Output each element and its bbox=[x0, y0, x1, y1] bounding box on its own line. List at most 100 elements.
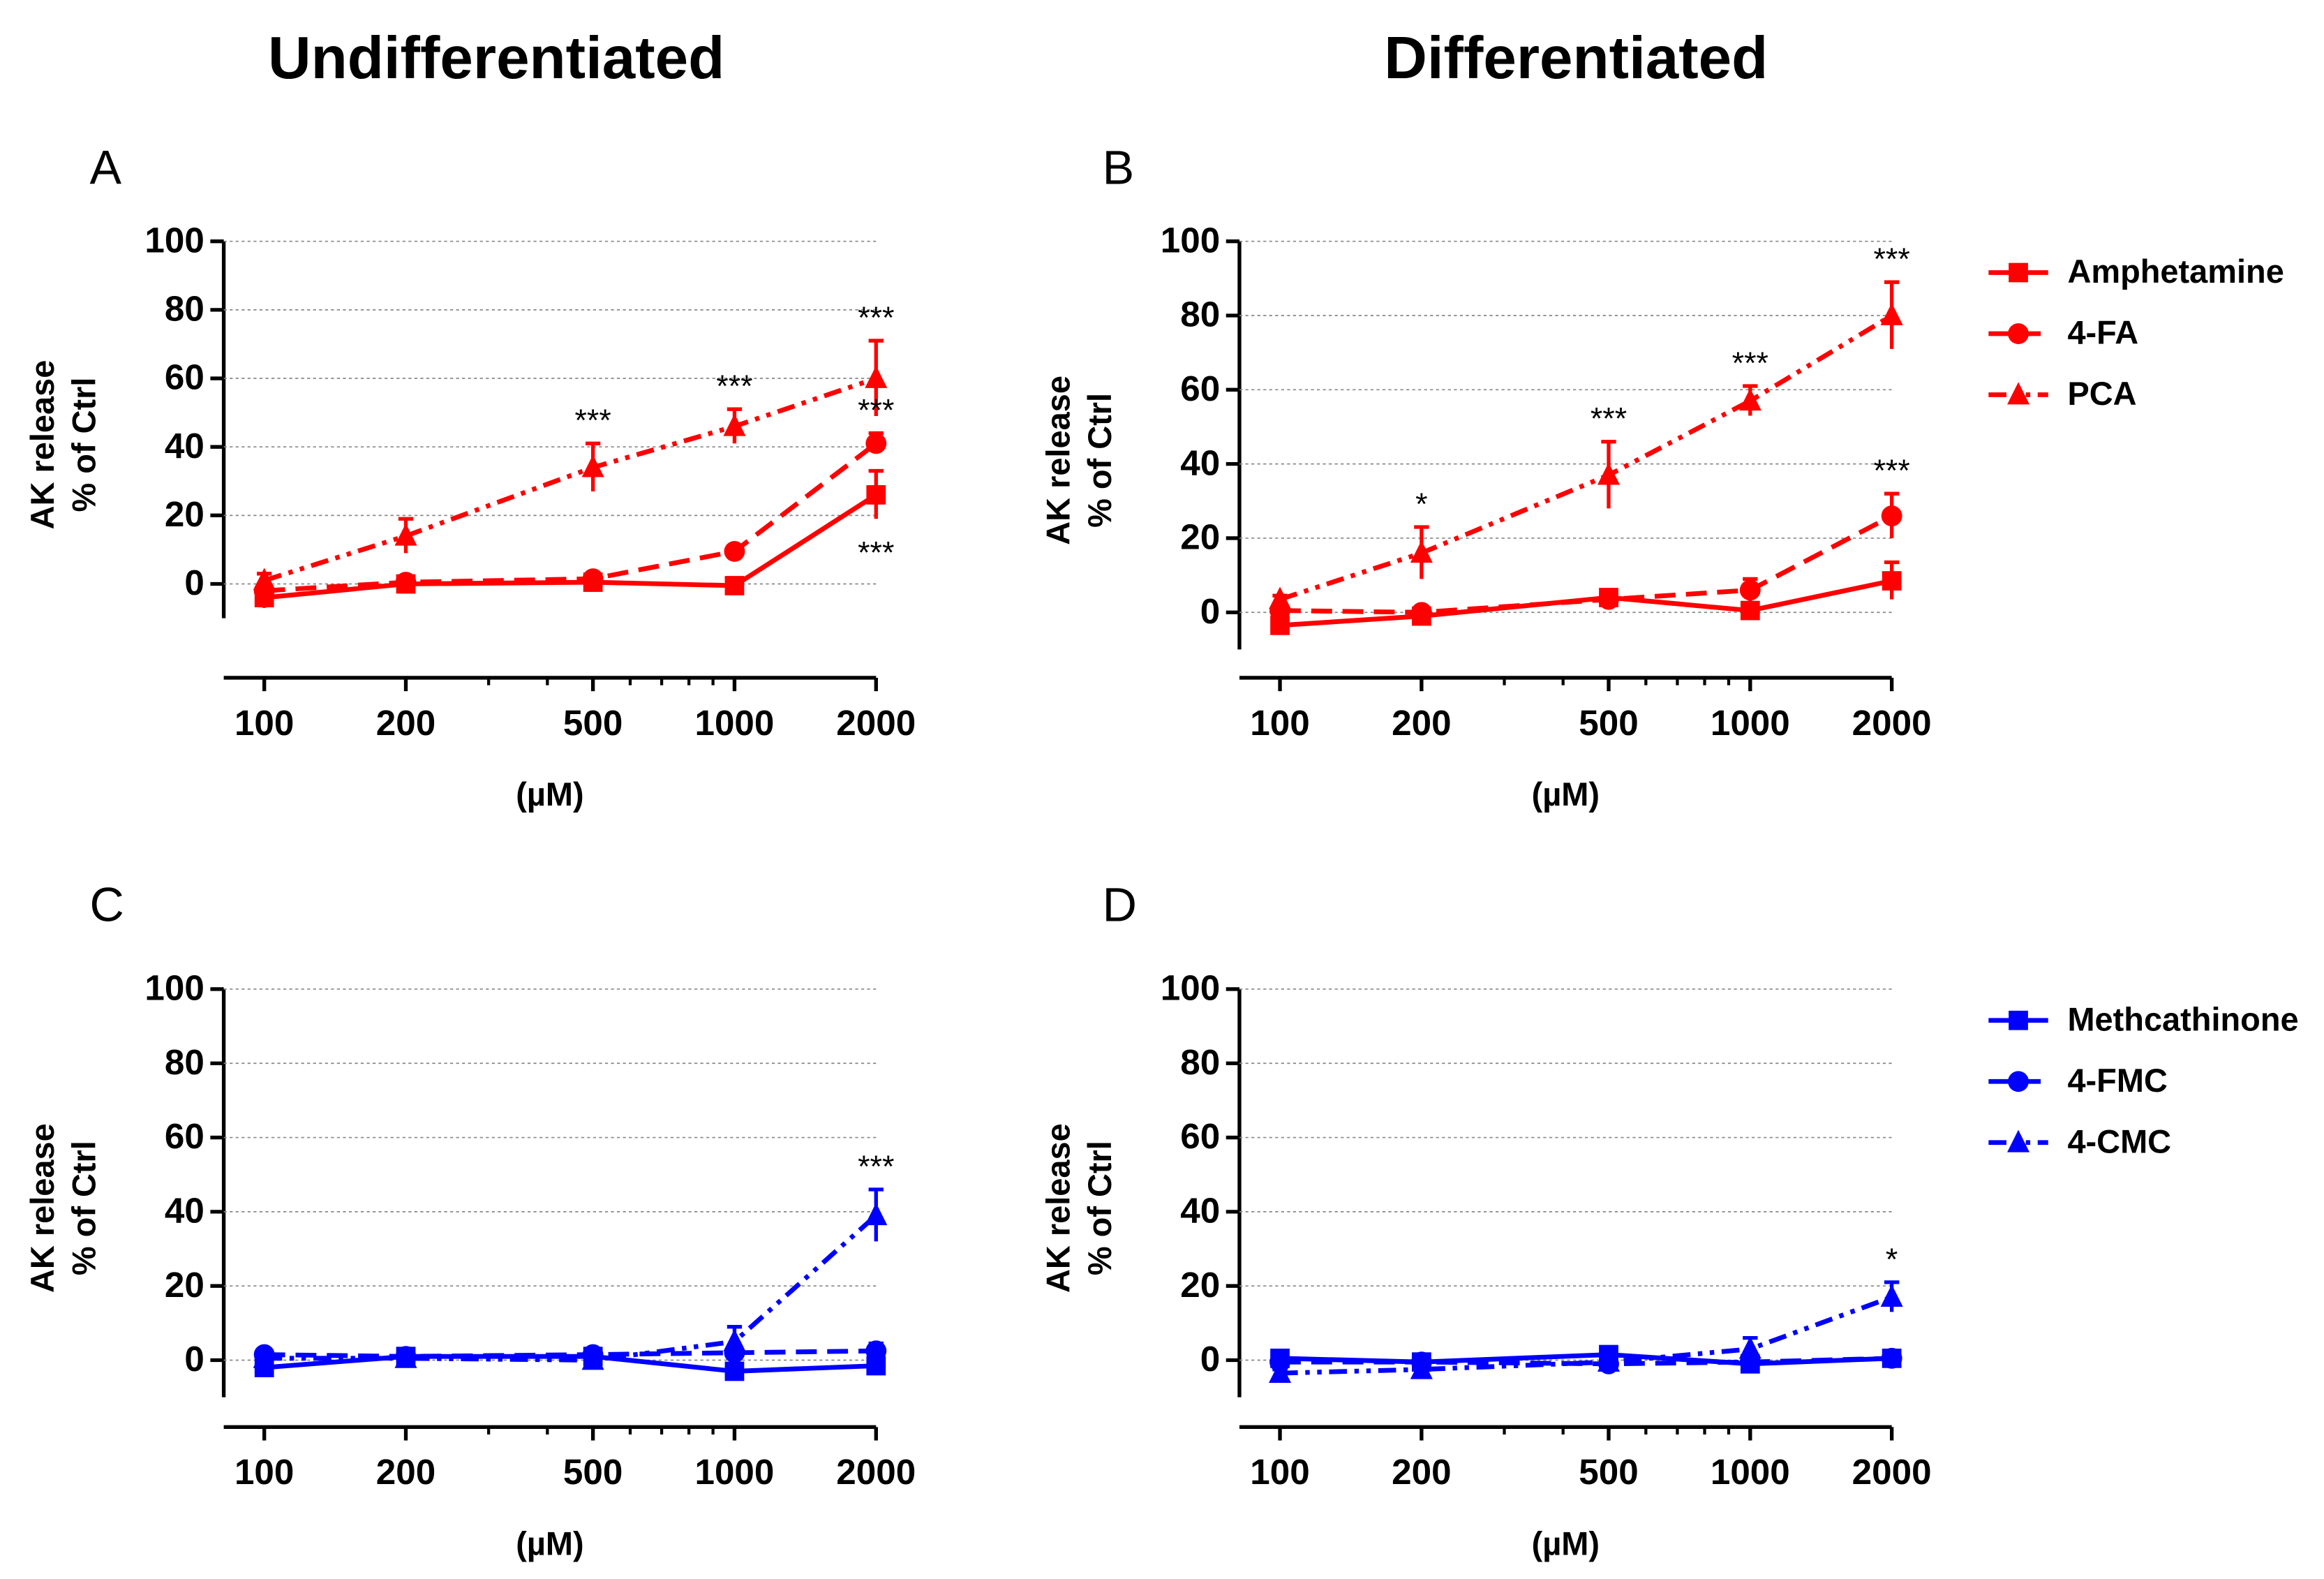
x-axis-label: (µM) bbox=[516, 776, 583, 813]
x-axis-label: (µM) bbox=[1532, 1525, 1600, 1562]
x-tick-label: 200 bbox=[376, 1452, 435, 1492]
marker bbox=[1880, 302, 1903, 325]
y-tick-label: 60 bbox=[165, 1116, 204, 1156]
legend-label: Amphetamine bbox=[2067, 253, 2284, 290]
y-tick-label: 80 bbox=[1180, 1042, 1220, 1082]
legend-label: 4-CMC bbox=[2067, 1123, 2171, 1159]
y-tick-label: 80 bbox=[1180, 295, 1220, 334]
series-line bbox=[1279, 313, 1893, 602]
marker bbox=[865, 433, 887, 454]
x-tick-label: 200 bbox=[1392, 703, 1451, 743]
x-tick-label: 500 bbox=[1579, 703, 1638, 743]
y-tick-label: 60 bbox=[165, 357, 204, 397]
x-tick-label: 2000 bbox=[836, 703, 916, 743]
marker bbox=[723, 413, 746, 436]
x-tick-label: 1000 bbox=[1711, 1452, 1790, 1492]
marker bbox=[582, 568, 604, 590]
x-tick-label: 200 bbox=[376, 703, 435, 743]
significance-label: *** bbox=[858, 300, 894, 335]
legend-label: 4-FMC bbox=[2067, 1062, 2167, 1099]
y-tick-label: 100 bbox=[144, 220, 204, 260]
x-tick-label: 2000 bbox=[1852, 703, 1932, 743]
x-tick-label: 500 bbox=[563, 703, 623, 743]
series-line bbox=[1279, 578, 1893, 628]
y-tick-label: 100 bbox=[144, 968, 204, 1008]
marker bbox=[1738, 1336, 1761, 1359]
significance-label: * bbox=[1415, 487, 1427, 521]
panel: A 0 20 40 60 80 100 AK release% of Ctrl 100 200 50… bbox=[24, 141, 916, 813]
y-tick-label: 60 bbox=[1180, 1116, 1220, 1156]
marker bbox=[724, 540, 745, 562]
panel-letter: B bbox=[1103, 141, 1135, 194]
y-tick-label: 20 bbox=[165, 1265, 204, 1305]
marker bbox=[1882, 571, 1902, 591]
panel: B 0 20 40 60 80 100 AK release% of Ctrl 100 200 50… bbox=[1040, 141, 2284, 813]
marker bbox=[865, 365, 888, 388]
y-tick-label: 0 bbox=[1200, 1339, 1220, 1379]
y-tick-label: 0 bbox=[184, 1339, 204, 1379]
significance-label: * bbox=[1886, 1242, 1898, 1277]
marker bbox=[1739, 579, 1761, 601]
legend-marker bbox=[2007, 382, 2030, 405]
x-tick-label: 1000 bbox=[694, 703, 774, 743]
panel-letter: D bbox=[1103, 879, 1137, 932]
column-title: Differentiated bbox=[1384, 25, 1768, 91]
x-tick-label: 200 bbox=[1392, 1452, 1451, 1492]
x-axis-label: (µM) bbox=[1532, 776, 1600, 813]
significance-label: *** bbox=[858, 535, 894, 570]
significance-label: *** bbox=[1873, 242, 1909, 276]
marker bbox=[1597, 1349, 1620, 1372]
marker bbox=[1738, 388, 1761, 411]
significance-label: *** bbox=[1873, 453, 1909, 488]
legend-label: PCA bbox=[2067, 376, 2136, 412]
legend-label: Methcathinone bbox=[2067, 1001, 2298, 1037]
legend-marker bbox=[2007, 1129, 2030, 1152]
significance-label: *** bbox=[1591, 401, 1627, 436]
series-line bbox=[263, 376, 877, 583]
x-tick-label: 500 bbox=[563, 1452, 623, 1492]
marker bbox=[581, 1347, 604, 1370]
marker bbox=[253, 1345, 276, 1368]
legend-marker bbox=[2008, 1071, 2029, 1092]
panel-letter: C bbox=[90, 879, 124, 932]
marker bbox=[866, 485, 886, 505]
series-line bbox=[264, 493, 878, 600]
significance-label: *** bbox=[858, 393, 894, 428]
y-axis-label: AK release bbox=[24, 1123, 61, 1293]
y-axis-label: % of Ctrl bbox=[1082, 393, 1118, 528]
significance-label: *** bbox=[1732, 346, 1768, 380]
y-tick-label: 100 bbox=[1161, 968, 1220, 1008]
y-tick-label: 0 bbox=[184, 563, 204, 602]
x-tick-label: 2000 bbox=[1852, 1452, 1932, 1492]
x-tick-label: 100 bbox=[234, 1452, 294, 1492]
x-tick-label: 100 bbox=[1250, 703, 1309, 743]
x-tick-label: 1000 bbox=[694, 1452, 774, 1492]
marker bbox=[1881, 1347, 1902, 1369]
y-tick-label: 40 bbox=[1180, 443, 1220, 482]
y-tick-label: 40 bbox=[1180, 1191, 1220, 1231]
y-tick-label: 80 bbox=[165, 1042, 204, 1082]
y-tick-label: 20 bbox=[1180, 1265, 1220, 1305]
y-tick-label: 20 bbox=[1180, 517, 1220, 557]
marker bbox=[394, 1345, 417, 1368]
marker bbox=[1881, 505, 1902, 526]
legend-marker bbox=[2009, 1010, 2028, 1030]
marker bbox=[1410, 1356, 1433, 1379]
y-tick-label: 80 bbox=[165, 289, 204, 329]
marker bbox=[1410, 540, 1433, 563]
significance-label: *** bbox=[716, 369, 752, 403]
significance-label: *** bbox=[574, 403, 611, 438]
y-axis-label: AK release bbox=[1040, 376, 1076, 545]
marker bbox=[1880, 1284, 1903, 1307]
series-line bbox=[264, 1213, 878, 1363]
y-tick-label: 40 bbox=[165, 426, 204, 466]
x-tick-label: 2000 bbox=[836, 1452, 916, 1492]
marker bbox=[1598, 588, 1619, 610]
y-tick-label: 40 bbox=[165, 1191, 204, 1231]
y-axis-label: % of Ctrl bbox=[66, 378, 103, 512]
marker bbox=[1410, 602, 1432, 623]
column-title: Undifferentiated bbox=[268, 25, 724, 91]
marker bbox=[581, 454, 604, 477]
legend-marker bbox=[2009, 262, 2028, 283]
